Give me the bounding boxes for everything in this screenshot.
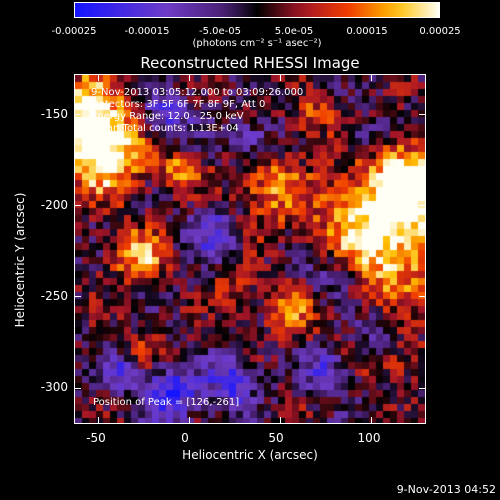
y-tick-label: -300 bbox=[40, 380, 68, 394]
x-tick-mark bbox=[371, 417, 373, 424]
colorbar-units: (photons cm⁻² s⁻¹ asec⁻²) bbox=[192, 38, 322, 49]
y-tick-mark bbox=[74, 296, 81, 298]
annotation-peak-position: Position of Peak = [126,-261] bbox=[93, 397, 240, 408]
y-tick-mark bbox=[74, 387, 81, 389]
x-tick-mark bbox=[97, 74, 99, 81]
x-tick-label: 0 bbox=[181, 431, 189, 445]
y-tick-mark bbox=[74, 114, 81, 116]
y-tick-mark bbox=[419, 296, 426, 298]
image-plot: 9-Nov-2013 03:05:12.000 to 03:09:26.000 … bbox=[74, 74, 426, 424]
colorbar-tick-label: 5.0e-05 bbox=[274, 26, 314, 37]
x-tick-mark bbox=[371, 74, 373, 81]
y-axis-label: Heliocentric Y (arcsec) bbox=[13, 192, 27, 328]
rhessi-image-map bbox=[75, 75, 425, 423]
colorbar bbox=[74, 2, 440, 18]
y-tick-label: -150 bbox=[40, 107, 68, 121]
x-tick-mark bbox=[280, 74, 282, 81]
colorbar-tick-label: -0.00015 bbox=[124, 26, 170, 37]
colorbar-tick-label: -5.0e-05 bbox=[199, 26, 241, 37]
x-tick-mark bbox=[188, 417, 190, 424]
colorbar-tick-label: 0.00015 bbox=[346, 26, 388, 37]
x-axis-label: Heliocentric X (arcsec) bbox=[182, 448, 318, 462]
annotation-clean-counts: Clean Total counts: 1.13E+04 bbox=[91, 123, 239, 134]
x-tick-label: 50 bbox=[268, 431, 284, 445]
footer-timestamp: 9-Nov-2013 04:52 bbox=[396, 483, 496, 496]
y-tick-label: -250 bbox=[40, 289, 68, 303]
y-tick-mark bbox=[74, 205, 81, 207]
y-tick-mark bbox=[419, 114, 426, 116]
colorbar-tick-label: 0.00025 bbox=[419, 26, 461, 37]
colorbar-tick-label: -0.00025 bbox=[51, 26, 97, 37]
x-tick-mark bbox=[97, 417, 99, 424]
y-tick-label: -200 bbox=[40, 198, 68, 212]
x-tick-mark bbox=[280, 417, 282, 424]
y-tick-mark bbox=[419, 387, 426, 389]
annotation-time-range: 9-Nov-2013 03:05:12.000 to 03:09:26.000 bbox=[91, 87, 304, 98]
y-tick-mark bbox=[419, 205, 426, 207]
x-tick-label: 100 bbox=[357, 431, 381, 445]
x-tick-mark bbox=[188, 74, 190, 81]
plot-title: Reconstructed RHESSI Image bbox=[140, 54, 360, 72]
x-tick-label: -50 bbox=[86, 431, 106, 445]
annotation-detectors: Detectors: 3F 5F 6F 7F 8F 9F, Att 0 bbox=[91, 99, 266, 110]
annotation-energy-range: Energy Range: 12.0 - 25.0 keV bbox=[91, 111, 244, 122]
